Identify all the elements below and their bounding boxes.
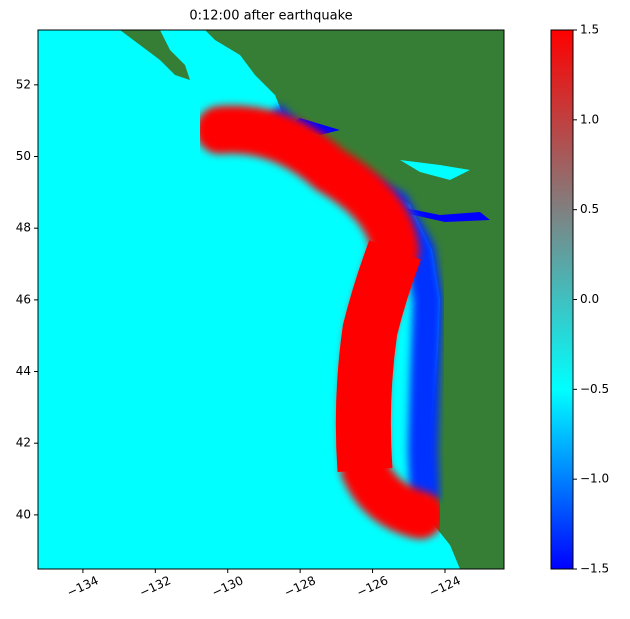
colorbar-tick-label: 0.5: [580, 202, 599, 216]
y-tick-label: 46: [16, 292, 31, 306]
y-tick-label: 42: [16, 436, 31, 450]
wave-crest: [335, 240, 421, 472]
x-tick-label: −134: [65, 573, 101, 600]
y-tick-label: 50: [16, 149, 31, 163]
x-tick-label: −124: [427, 573, 463, 600]
inlet: [400, 160, 470, 180]
colorbar: [550, 29, 574, 570]
colorbar-tick-label: −1.5: [580, 562, 609, 576]
x-tick-label: −130: [210, 573, 246, 600]
y-tick-label: 52: [16, 77, 31, 91]
chart-title: 0:12:00 after earthquake: [189, 9, 352, 24]
colorbar-tick-label: 1.5: [580, 23, 599, 37]
x-tick-label: −128: [282, 573, 318, 600]
colorbar-tick-label: 0.0: [580, 292, 599, 306]
island: [120, 30, 190, 80]
y-tick-label: 40: [16, 507, 31, 521]
y-tick-label: 48: [16, 221, 31, 235]
x-tick-label: −126: [354, 573, 390, 600]
colorbar-tick-label: 1.0: [580, 112, 599, 126]
x-tick-label: −132: [137, 573, 173, 600]
map: [38, 30, 504, 569]
colorbar-tick-label: −1.0: [580, 472, 609, 486]
y-tick-label: 44: [16, 364, 31, 378]
inlet: [390, 205, 490, 222]
colorbar-tick-label: −0.5: [580, 382, 609, 396]
